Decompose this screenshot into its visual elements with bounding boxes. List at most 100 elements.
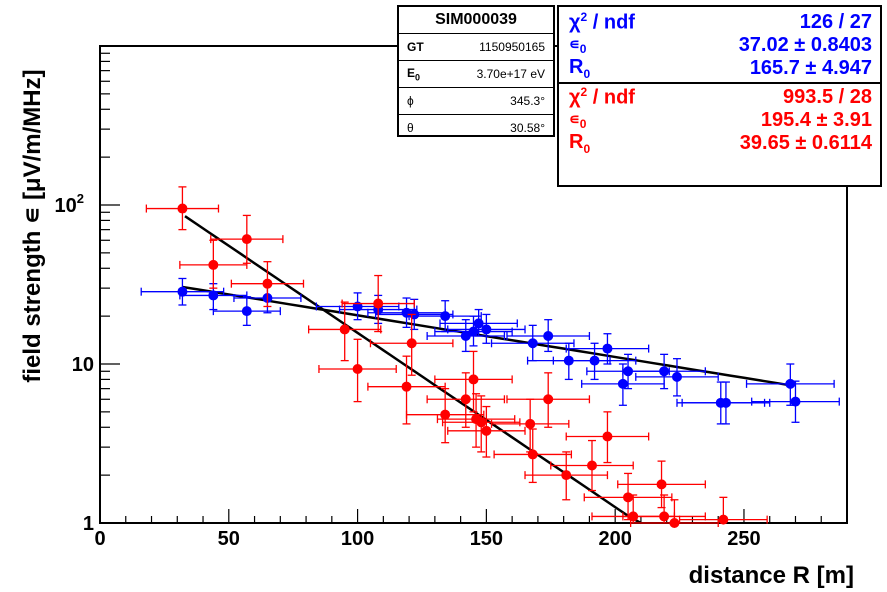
red-data-point [210,214,284,264]
marker [586,460,597,471]
marker [473,318,484,329]
red-chi2-row: χ2 / ndf 993.5 / 28 [569,85,872,109]
blue-data-point [622,353,706,390]
label-layer: 0 50 100 150 200 250 1 10 102 distance R [m] field… [19,69,854,589]
sim-info-row: ϕ 345.3° [399,88,553,115]
marker [543,331,554,342]
x-tick-label: 0 [94,528,105,550]
sim-info-row: GT 1150950165 [399,34,553,61]
marker [527,338,538,349]
red-data-point [506,372,591,428]
marker [262,278,273,289]
blue-data-point [426,319,506,353]
marker [339,324,350,335]
marker [669,518,680,528]
blue-data-point [552,342,637,381]
red-data-point [622,494,706,523]
red-data-point [678,496,768,525]
marker [481,425,492,436]
red-data-point [550,439,634,492]
marker [659,511,670,522]
red-data-point [565,411,650,464]
blue-data-point [140,277,225,306]
blue-eps0-row: ∊0 37.02 ± 0.8403 [569,34,872,57]
red-data-point [493,428,573,484]
sim-info-value: 1150950165 [479,40,545,54]
blue-fit-block: χ2 / ndf 126 / 27 ∊0 37.02 ± 0.8403 R0 1… [559,7,880,82]
simulation-info-box: SIM000039 GT 1150950165 E0 3.70e+17 eV ϕ 345.… [397,5,555,137]
blue-data-point [212,296,281,327]
red-data-point [426,372,506,428]
marker [373,298,384,309]
x-tick-label: 250 [727,528,760,550]
red-data-point [369,313,454,376]
sim-info-value: 345.3° [510,94,545,108]
marker [602,431,613,442]
red-data-point [179,239,248,289]
red-data-point [617,460,706,509]
marker [177,203,188,214]
sim-info-row: E0 3.70e+17 eV [399,61,553,88]
y-tick-label: 1 [83,513,94,535]
blue-data-point [506,319,591,353]
red-data-point [318,338,397,403]
blue-data-point [681,381,771,425]
marker [460,394,471,405]
red-data-point [583,472,673,521]
marker [720,397,731,408]
red-data-point [434,350,513,413]
marker [602,343,613,354]
blue-chi2-label: χ2 / ndf [569,10,635,34]
marker [527,449,538,460]
marker [352,364,363,375]
blue-chi2-value: 126 / 27 [799,11,872,33]
simulation-id: SIM000039 [399,7,553,34]
blue-r0-row: R0 165.7 ± 4.947 [569,56,872,81]
red-r0-row: R0 39.65 ± 0.6114 [569,131,872,156]
marker [659,366,670,377]
marker [671,371,682,382]
red-data-point [436,393,516,448]
marker [785,378,796,389]
marker [623,492,634,503]
x-axis-title: distance R [m] [689,562,854,589]
red-fit-block: χ2 / ndf 993.5 / 28 ∊0 195.4 ± 3.91 R0 3… [559,82,880,156]
blue-chi2-row: χ2 / ndf 126 / 27 [569,10,872,34]
marker [617,378,628,389]
marker [561,470,572,481]
marker [440,311,451,322]
sim-info-label: E0 [407,65,421,83]
x-tick-label: 150 [470,528,503,550]
x-tick-label: 200 [598,528,631,550]
sim-info-value: 30.58° [510,121,545,135]
red-data-point [341,274,415,333]
red-chi2-value: 993.5 / 28 [783,86,872,108]
red-data-point [145,186,220,231]
blue-data-point [447,313,526,344]
sim-info-label: GT [407,40,424,54]
red-data-point [441,395,521,453]
y-axis-title: field strength ∊ [μV/m/MHz] [19,69,46,382]
sim-info-value: 3.70e+17 eV [476,67,545,81]
red-eps0-label: ∊0 [569,111,587,131]
marker [401,381,412,392]
blue-eps0-value: 37.02 ± 0.8403 [738,34,872,56]
marker [476,417,487,428]
marker [468,374,479,385]
red-data-point [405,387,485,444]
sim-info-label: ϕ [407,94,414,108]
blue-data-point [635,358,719,397]
data-layer [140,186,840,528]
red-data-point [230,261,305,308]
marker [656,479,667,490]
marker [208,290,219,301]
marker [481,324,492,335]
sim-info-label: θ [407,121,414,135]
marker [525,418,536,429]
blue-data-point [315,292,400,321]
marker [241,234,252,245]
blue-r0-label: R0 [569,56,591,81]
x-tick-label: 100 [341,528,374,550]
marker [460,331,471,342]
